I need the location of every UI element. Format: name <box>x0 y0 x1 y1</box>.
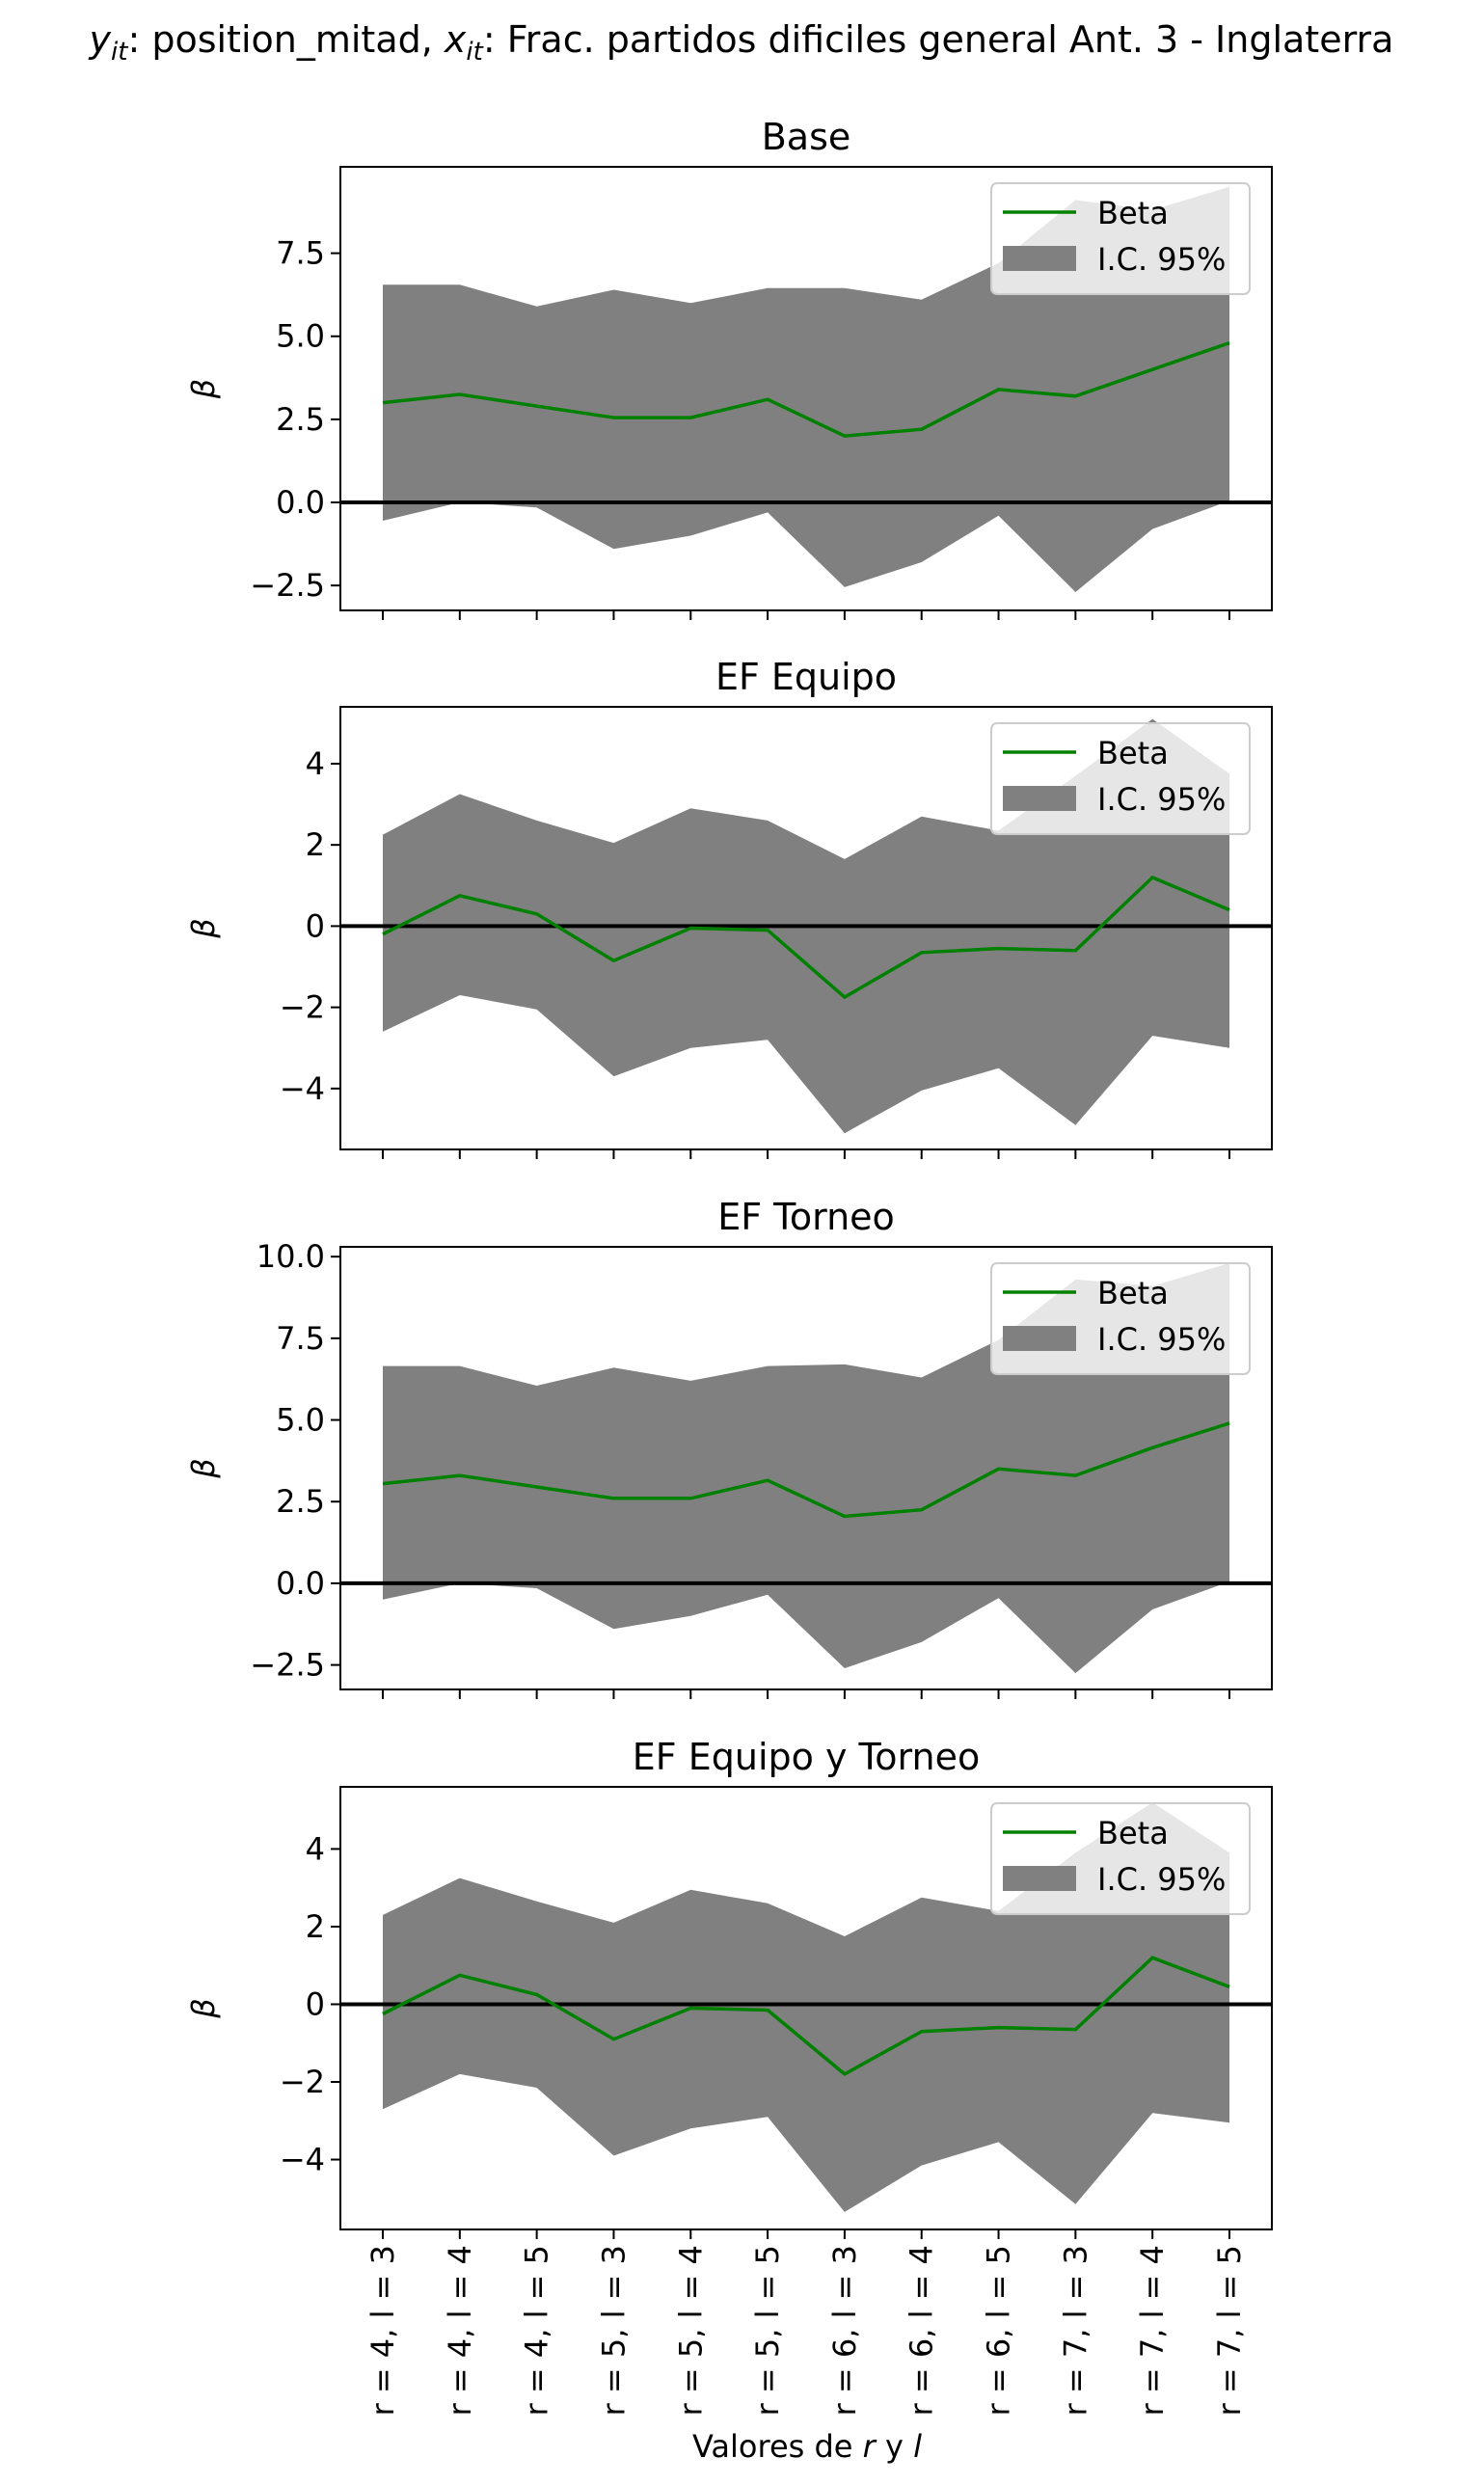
legend-ci-label: I.C. 95% <box>1097 1861 1226 1898</box>
y-tick-label: −2 <box>280 2064 325 2100</box>
y-tick-label: 10.0 <box>256 1238 325 1275</box>
legend-beta-label: Beta <box>1097 735 1169 771</box>
x-axis-label-r: r <box>863 2428 877 2465</box>
legend: Beta I.C. 95% <box>990 722 1251 835</box>
y-tick-label: 5.0 <box>276 318 325 355</box>
y-axis-label: β <box>185 918 222 938</box>
x-tick-label: r = 5, l = 4 <box>672 2245 709 2416</box>
y-tick-label: −2.5 <box>250 567 325 604</box>
y-tick-label: 2.5 <box>276 1483 325 1520</box>
y-tick-label: 0 <box>306 907 325 944</box>
suptitle-x-subscript: it <box>466 38 483 67</box>
subplot-title: EF Torneo <box>717 1196 895 1238</box>
subplot-title: EF Equipo y Torneo <box>633 1736 980 1778</box>
subplot-2: −4 −2 0 2 4 EF Equipo β Beta I.C. 95% <box>185 656 1273 1159</box>
legend-ci-swatch <box>1003 246 1076 271</box>
y-tick-label: 5.0 <box>276 1402 325 1439</box>
y-tick-label: 0.0 <box>276 1565 325 1602</box>
y-tick-label: 2 <box>306 826 325 863</box>
y-tick-label: 4 <box>306 745 325 782</box>
y-axis-label: β <box>185 379 222 399</box>
x-tick-label: r = 4, l = 3 <box>364 2245 401 2416</box>
beta-line <box>382 1956 1230 2077</box>
x-tick-label: r = 7, l = 3 <box>1057 2245 1093 2416</box>
subplot-1: −2.5 0.0 2.5 5.0 7.5 Base β Beta I.C. 95% <box>185 116 1273 620</box>
x-axis-label-prefix: Valores de <box>692 2428 863 2465</box>
y-tick-label: −4 <box>280 1070 325 1107</box>
subplot-title: EF Equipo <box>715 656 897 698</box>
x-axis-label-l: l <box>913 2428 922 2465</box>
y-tick-label: 0.0 <box>276 484 325 521</box>
legend-ci-label: I.C. 95% <box>1097 1321 1226 1358</box>
plot-frame <box>339 1246 1273 1690</box>
x-axis-label: Valores de r y l <box>692 2428 922 2465</box>
legend-ci-swatch <box>1003 786 1076 811</box>
legend-ci-label: I.C. 95% <box>1097 781 1226 818</box>
legend-beta-label: Beta <box>1097 1275 1169 1311</box>
x-tick-label: r = 5, l = 3 <box>595 2245 632 2416</box>
legend-ci-swatch <box>1003 1326 1076 1351</box>
plot-frame <box>339 706 1273 1150</box>
y-tick-label: 2.5 <box>276 401 325 438</box>
x-tick-label: r = 7, l = 4 <box>1134 2245 1171 2416</box>
beta-line <box>382 340 1230 438</box>
x-tick-label: r = 6, l = 4 <box>904 2245 940 2416</box>
subplot-panels: −2.5 0.0 2.5 5.0 7.5 Base β Beta I.C. 95% −4 −2 0 2 4… <box>185 116 1273 2416</box>
plot-frame <box>339 1786 1273 2230</box>
subplot-title: Base <box>762 116 851 158</box>
legend-beta-label: Beta <box>1097 1815 1169 1851</box>
x-tick-label: r = 6, l = 3 <box>826 2245 863 2416</box>
y-axis-label: β <box>185 1998 222 2018</box>
x-tick-label: r = 6, l = 5 <box>981 2245 1017 2416</box>
x-tick-label: r = 4, l = 4 <box>442 2245 478 2416</box>
legend-ci-swatch <box>1003 1866 1076 1891</box>
subplot-4: −4 −2 0 2 4 r = 4, l = 3 r = 4, l = 4 r = 4, l … <box>185 1736 1273 2416</box>
y-tick-label: 4 <box>306 1830 325 1867</box>
y-tick-label: 7.5 <box>276 1320 325 1357</box>
suptitle-y-subscript: it <box>111 38 128 67</box>
x-tick-label: r = 4, l = 5 <box>519 2245 555 2416</box>
beta-line <box>382 1421 1230 1519</box>
legend-beta-label: Beta <box>1097 195 1169 231</box>
figure-suptitle: yit: position_mitad, xit: Frac. partidos… <box>89 18 1394 67</box>
suptitle-x-symbol: x <box>444 18 467 61</box>
legend-ci-label: I.C. 95% <box>1097 241 1226 278</box>
suptitle-y-text: : position_mitad, <box>127 18 444 61</box>
x-tick-label: r = 5, l = 5 <box>749 2245 786 2416</box>
suptitle-y-symbol: y <box>89 18 112 61</box>
legend: Beta I.C. 95% <box>990 182 1251 295</box>
subplot-3: −2.5 0.0 2.5 5.0 7.5 10.0 EF Torneo β Beta I.C. 9… <box>185 1196 1273 1699</box>
y-tick-label: 2 <box>306 1908 325 1945</box>
x-tick-label: r = 7, l = 5 <box>1211 2245 1248 2416</box>
beta-line <box>382 875 1230 1000</box>
y-tick-label: −4 <box>280 2142 325 2178</box>
legend: Beta I.C. 95% <box>990 1262 1251 1375</box>
y-tick-label: 0 <box>306 1985 325 2022</box>
y-tick-label: 7.5 <box>276 235 325 272</box>
x-axis-label-mid: y <box>876 2428 913 2465</box>
legend: Beta I.C. 95% <box>990 1802 1251 1915</box>
y-tick-label: −2 <box>280 989 325 1026</box>
plot-frame <box>339 166 1273 611</box>
y-axis-label: β <box>185 1458 222 1478</box>
y-tick-label: −2.5 <box>250 1647 325 1684</box>
suptitle-x-text: : Frac. partidos dificiles general Ant. … <box>483 18 1394 61</box>
